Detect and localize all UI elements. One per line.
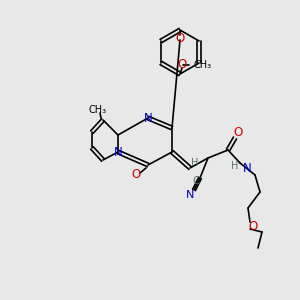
Text: O: O — [131, 169, 141, 182]
Text: N: N — [144, 112, 152, 124]
Text: H: H — [191, 158, 199, 168]
Text: H: H — [231, 161, 238, 171]
Text: O: O — [248, 220, 258, 233]
Text: O: O — [177, 58, 187, 71]
Text: CH₃: CH₃ — [89, 105, 107, 115]
Text: N: N — [243, 161, 252, 175]
Text: O: O — [233, 127, 243, 140]
Text: N: N — [114, 146, 122, 158]
Text: N: N — [186, 190, 194, 200]
Text: CH₃: CH₃ — [194, 60, 212, 70]
Text: C: C — [192, 176, 200, 186]
Text: O: O — [176, 32, 184, 44]
